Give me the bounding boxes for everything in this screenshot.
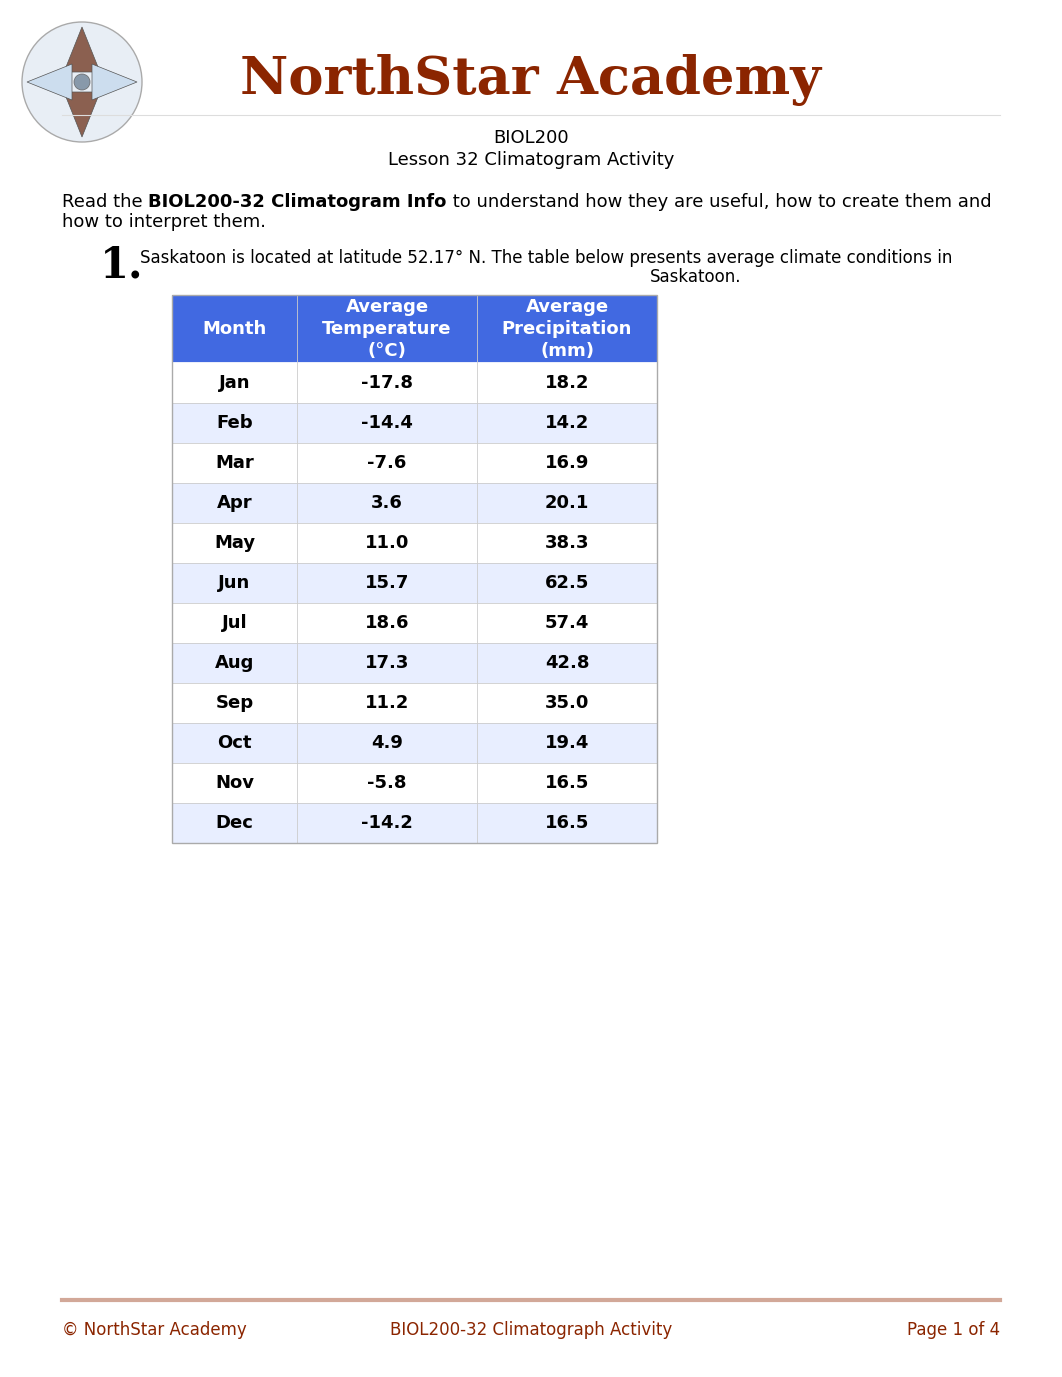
FancyBboxPatch shape (172, 403, 657, 443)
Text: Feb: Feb (217, 414, 253, 432)
Polygon shape (27, 63, 72, 101)
Text: 20.1: 20.1 (545, 494, 589, 512)
Text: Jun: Jun (219, 574, 251, 592)
Text: Aug: Aug (215, 654, 254, 672)
Text: -5.8: -5.8 (367, 774, 407, 792)
Text: BIOL200-32 Climatogram Info: BIOL200-32 Climatogram Info (149, 193, 447, 211)
Circle shape (74, 74, 90, 90)
Text: May: May (213, 534, 255, 552)
Text: -14.2: -14.2 (361, 814, 413, 832)
Text: Oct: Oct (218, 734, 252, 752)
Polygon shape (92, 63, 137, 101)
Text: Month: Month (203, 319, 267, 337)
Text: © NorthStar Academy: © NorthStar Academy (62, 1321, 246, 1338)
Text: Page 1 of 4: Page 1 of 4 (907, 1321, 1000, 1338)
FancyBboxPatch shape (172, 763, 657, 803)
Text: 16.5: 16.5 (545, 774, 589, 792)
Text: Apr: Apr (217, 494, 253, 512)
Text: Read the: Read the (62, 193, 149, 211)
Text: Average
Precipitation
(mm): Average Precipitation (mm) (502, 297, 632, 361)
Text: Average
Temperature
(°C): Average Temperature (°C) (322, 297, 451, 361)
Text: Jul: Jul (222, 614, 247, 632)
Circle shape (22, 22, 142, 142)
FancyBboxPatch shape (172, 563, 657, 603)
Text: BIOL200: BIOL200 (493, 129, 569, 147)
Text: 16.9: 16.9 (545, 454, 589, 472)
FancyBboxPatch shape (172, 295, 657, 364)
FancyBboxPatch shape (172, 643, 657, 683)
Text: how to interpret them.: how to interpret them. (62, 213, 266, 231)
Text: -7.6: -7.6 (367, 454, 407, 472)
FancyBboxPatch shape (172, 483, 657, 523)
Text: 15.7: 15.7 (365, 574, 409, 592)
Text: Lesson 32 Climatogram Activity: Lesson 32 Climatogram Activity (388, 151, 674, 169)
Text: 17.3: 17.3 (365, 654, 409, 672)
Text: 57.4: 57.4 (545, 614, 589, 632)
Text: Nov: Nov (215, 774, 254, 792)
Text: 3.6: 3.6 (371, 494, 402, 512)
Text: Mar: Mar (216, 454, 254, 472)
Text: 42.8: 42.8 (545, 654, 589, 672)
Text: -14.4: -14.4 (361, 414, 413, 432)
Text: 62.5: 62.5 (545, 574, 589, 592)
Text: to understand how they are useful, how to create them and: to understand how they are useful, how t… (447, 193, 991, 211)
FancyBboxPatch shape (172, 443, 657, 483)
FancyBboxPatch shape (172, 683, 657, 723)
FancyBboxPatch shape (172, 523, 657, 563)
Polygon shape (64, 92, 100, 136)
Text: BIOL200-32 Climatograph Activity: BIOL200-32 Climatograph Activity (390, 1321, 672, 1338)
Text: 16.5: 16.5 (545, 814, 589, 832)
Text: 19.4: 19.4 (545, 734, 589, 752)
FancyBboxPatch shape (172, 603, 657, 643)
Bar (172, 295, 657, 843)
Text: 35.0: 35.0 (545, 694, 589, 712)
Polygon shape (64, 28, 100, 72)
Text: 11.2: 11.2 (365, 694, 409, 712)
Text: Saskatoon is located at latitude 52.17° N. The table below presents average clim: Saskatoon is located at latitude 52.17° … (140, 249, 953, 267)
FancyBboxPatch shape (172, 364, 657, 403)
Text: 1.: 1. (100, 245, 143, 286)
Text: NorthStar Academy: NorthStar Academy (240, 54, 822, 106)
Text: 11.0: 11.0 (365, 534, 409, 552)
FancyBboxPatch shape (172, 723, 657, 763)
Text: Dec: Dec (216, 814, 254, 832)
Text: 4.9: 4.9 (371, 734, 402, 752)
Text: 18.2: 18.2 (545, 375, 589, 392)
Text: 18.6: 18.6 (364, 614, 409, 632)
Text: -17.8: -17.8 (361, 375, 413, 392)
Text: 14.2: 14.2 (545, 414, 589, 432)
Text: 38.3: 38.3 (545, 534, 589, 552)
Text: Jan: Jan (219, 375, 251, 392)
FancyBboxPatch shape (172, 803, 657, 843)
Text: Sep: Sep (216, 694, 254, 712)
Text: Saskatoon.: Saskatoon. (650, 269, 741, 286)
